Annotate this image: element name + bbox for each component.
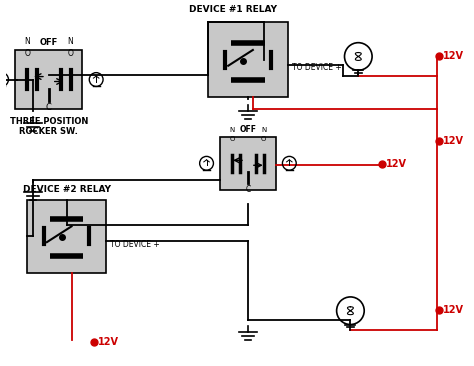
Text: O: O — [229, 136, 235, 142]
Text: DEVICE #2 RELAY: DEVICE #2 RELAY — [23, 185, 110, 194]
Text: TO DEVICE +: TO DEVICE + — [110, 240, 160, 249]
Text: C: C — [246, 186, 251, 194]
Text: OFF: OFF — [40, 38, 58, 47]
Text: O: O — [68, 49, 73, 58]
Text: N: N — [24, 37, 30, 46]
Text: N: N — [229, 127, 235, 133]
Text: 12V: 12V — [443, 305, 464, 315]
Bar — [27, 200, 106, 273]
Bar — [15, 50, 82, 109]
Text: THREE POSITION
ROCKER SW.: THREE POSITION ROCKER SW. — [9, 117, 88, 137]
Text: OFF: OFF — [239, 125, 256, 134]
Text: C: C — [46, 103, 52, 112]
Text: N: N — [68, 37, 73, 46]
Text: 12V: 12V — [443, 51, 464, 61]
Text: O: O — [261, 136, 266, 142]
Text: N: N — [261, 127, 266, 133]
Text: 12V: 12V — [386, 159, 407, 169]
Bar — [208, 22, 288, 97]
Text: TO DEVICE +: TO DEVICE + — [292, 63, 342, 72]
Text: 12V: 12V — [98, 337, 119, 347]
Text: DEVICE #1 RELAY: DEVICE #1 RELAY — [189, 5, 277, 15]
Bar — [220, 137, 275, 190]
Text: O: O — [24, 49, 30, 58]
Text: 12V: 12V — [443, 136, 464, 146]
